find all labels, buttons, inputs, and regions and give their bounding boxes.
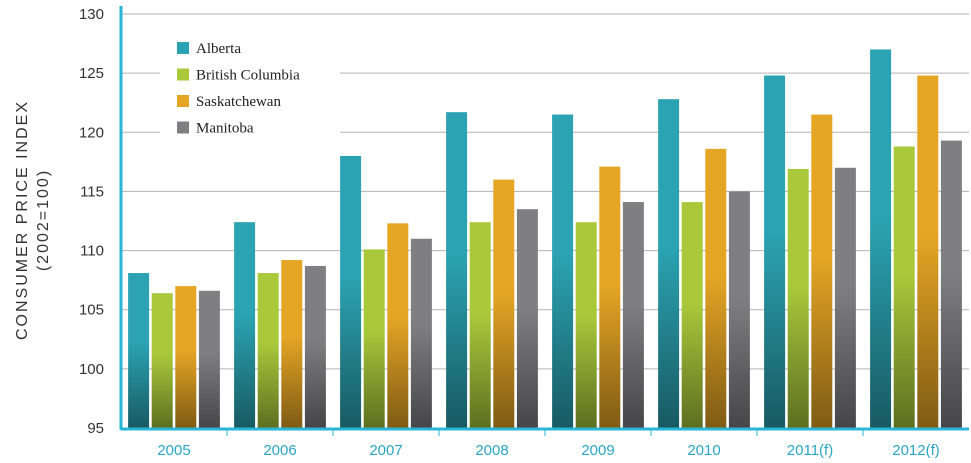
bars [128,49,962,429]
x-tick-label: 2011(f) [787,442,833,459]
bar-alberta-2010 [658,99,680,428]
y-tick-label: 105 [79,302,104,319]
bar-saskatchewan-2012-f [917,75,939,428]
legend-background [160,28,340,160]
legend-swatch-manitoba [177,121,189,134]
bar-alberta-2009 [552,114,574,429]
legend-swatch-saskatchewan [177,95,189,107]
x-tick-label: 2007 [369,442,402,459]
bar-british-columbia-2006 [257,273,279,428]
y-axis-label-unit: (2002=100) [35,169,52,271]
bar-saskatchewan-2010 [705,148,727,429]
y-tick-label: 115 [80,183,104,200]
bar-saskatchewan-2006 [281,260,303,428]
y-tick-label: 120 [79,124,104,141]
axes [119,6,969,436]
bar-manitoba-2005 [198,290,220,428]
x-tick-label: 2005 [157,442,190,459]
bar-manitoba-2007 [410,238,432,428]
bar-alberta-2008 [446,112,468,429]
x-tick-label: 2009 [581,442,614,459]
bar-alberta-2005 [128,273,150,428]
bar-manitoba-2010 [728,191,750,428]
y-tick-label: 100 [79,361,104,378]
bar-alberta-2012-f [870,49,892,428]
bar-manitoba-2011-f [834,167,856,428]
bar-saskatchewan-2011-f [811,114,833,429]
y-tick-label: 95 [87,420,104,437]
bar-saskatchewan-2008 [493,179,515,428]
x-tick-label: 2006 [263,442,296,459]
bar-manitoba-2009 [622,202,644,428]
bar-saskatchewan-2005 [175,286,197,428]
bar-british-columbia-2010 [681,202,703,428]
bar-saskatchewan-2007 [387,223,409,428]
y-tick-labels: 95 100 105 110 115 120 125 130 [79,6,104,437]
y-tick-label: 130 [79,6,104,23]
y-tick-label: 110 [80,243,104,260]
x-tick-labels: 2005 2006 2007 2008 2009 2010 2011(f) 2012(f) [157,442,939,459]
legend-label-saskatchewan: Saskatchewan [196,94,281,110]
legend-swatch-british-columbia [177,68,189,81]
bar-british-columbia-2012-f [893,146,915,429]
legend-label-manitoba: Manitoba [196,121,254,137]
legend: Alberta British Columbia Saskatchewan Manit… [160,28,340,160]
bar-british-columbia-2005 [151,293,173,428]
bar-manitoba-2012-f [940,140,962,428]
bar-british-columbia-2008 [469,222,491,428]
bar-saskatchewan-2009 [599,166,621,429]
bar-alberta-2007 [340,155,362,428]
y-tick-label: 125 [79,65,104,82]
x-tick-label: 2010 [687,442,720,459]
y-axis-label: CONSUMER PRICE INDEX [14,100,31,340]
bar-manitoba-2008 [516,209,538,428]
legend-label-british-columbia: British Columbia [196,68,300,84]
x-tick-label: 2008 [475,442,508,459]
bar-british-columbia-2011-f [787,168,809,428]
legend-swatch-alberta [177,42,189,54]
bar-manitoba-2006 [304,265,326,428]
bar-british-columbia-2007 [363,249,385,428]
bar-alberta-2011-f [764,75,786,428]
bar-british-columbia-2009 [575,222,597,428]
bar-alberta-2006 [234,222,256,428]
legend-label-alberta: Alberta [196,41,241,57]
x-tick-label: 2012(f) [892,442,940,459]
